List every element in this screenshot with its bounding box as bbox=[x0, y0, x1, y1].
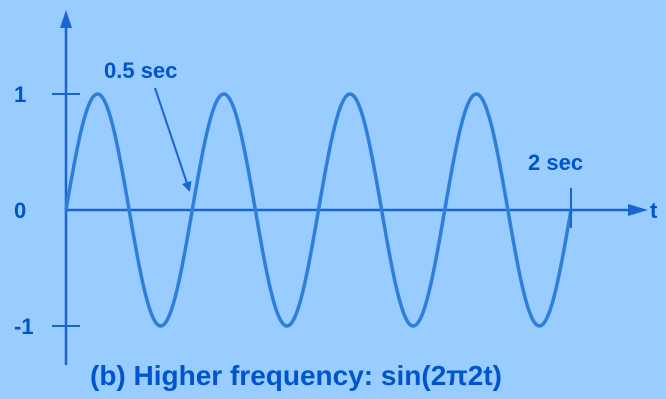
annotation-2-sec: 2 sec bbox=[528, 150, 583, 175]
y-tick-label: -1 bbox=[14, 314, 34, 339]
y-tick-label: 0 bbox=[14, 198, 26, 223]
annotations: 0.5 sec 2 sec bbox=[104, 58, 583, 228]
x-axis-arrowhead bbox=[628, 204, 648, 216]
annotation-0-5-sec: 0.5 sec bbox=[104, 58, 177, 83]
sine-curve bbox=[64, 92, 573, 328]
y-axis-arrowhead bbox=[60, 10, 72, 28]
y-tick-label: 1 bbox=[14, 82, 26, 107]
x-axis-label: t bbox=[650, 198, 658, 223]
chart-title: (b) Higher frequency: sin(2π2t) bbox=[90, 360, 502, 391]
y-ticks: 1 0 -1 bbox=[14, 82, 80, 339]
annotation-arrow bbox=[154, 87, 192, 192]
